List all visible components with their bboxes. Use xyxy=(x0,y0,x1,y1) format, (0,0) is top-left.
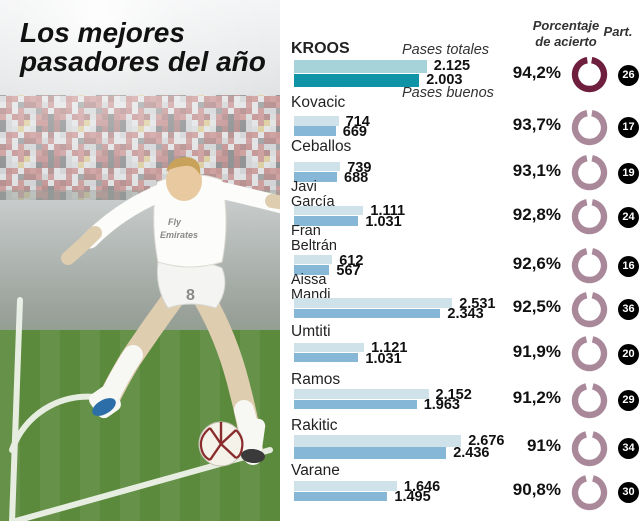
svg-text:8: 8 xyxy=(186,287,195,304)
svg-text:Emirates: Emirates xyxy=(160,230,198,240)
svg-text:Fly: Fly xyxy=(168,217,182,227)
